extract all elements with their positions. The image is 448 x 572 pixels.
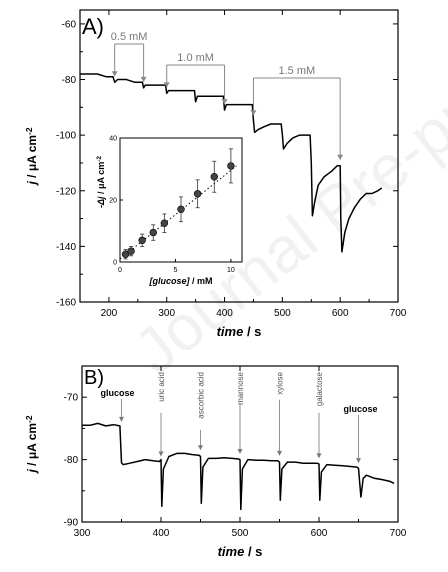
inset-data-point [227,162,235,170]
event-annotation: glucose [100,388,135,422]
event-annotation: mannose [236,371,245,454]
panel-label: A) [82,14,104,39]
inset-data-point [160,219,169,227]
y-tick-label: -120 [56,186,76,197]
inset-data-point [193,190,202,198]
inset-x-label: [glucose] / mM [148,276,212,286]
event-arrow-head [198,445,203,451]
event-arrow-head [119,416,124,422]
arrow-head [337,154,344,160]
addition-bracket: 0.5 mM [111,31,148,82]
arrow-head [163,82,170,88]
y-tick-label: -100 [56,131,76,142]
event-annotation: ascorbic acid [197,372,206,451]
inset-y-tick-label: 40 [109,136,117,143]
y-tick-label: -70 [64,393,79,404]
event-label: ascorbic acid [197,372,206,419]
x-tick-label: 600 [311,528,328,539]
event-annotation: uric acid [157,372,166,457]
inset-x-tick-label: 5 [174,267,178,274]
x-tick-label: 200 [101,308,118,319]
inset-data-point [121,250,130,258]
event-label: mannose [236,371,245,404]
addition-bracket: 1.5 mM [250,65,344,160]
y-tick-label: -160 [56,298,76,309]
inset-plot: 0 5 10 0 20 40 [glucose] / mM -Δj / μA cm-2 [96,136,243,286]
inset-x-tick-label: 0 [118,267,122,274]
y-axis-label: j / μA cm-2 [24,127,39,186]
x-tick-label: 600 [332,308,349,319]
x-tick-label: 300 [158,308,175,319]
event-label: glucose [343,404,377,414]
event-label: glucose [100,388,134,398]
arrow-head [250,110,257,116]
y-tick-label: -140 [56,242,76,253]
event-arrow-head [356,458,361,464]
panel-b: 300 400 500 600 700-70-80-90B)glucose uric ac… [64,365,407,539]
event-arrow-head [316,453,322,459]
event-annotation: galactose [315,371,324,459]
inset-data-point [210,173,218,181]
arrow-head [221,99,228,105]
inset-data-point [149,228,157,237]
x-axis-label: time / s [218,544,263,559]
x-tick-label: 400 [216,308,233,319]
x-tick-label: 500 [274,308,291,319]
addition-label: 1.5 mM [278,65,315,77]
inset-data-point [177,205,185,214]
y-tick-label: -60 [62,19,77,30]
arrow-head [140,76,147,82]
inset-y-tick-label: 20 [109,198,117,205]
x-tick-label: 300 [74,528,91,539]
inset-data-point [138,236,146,245]
panel-a: 200 300 400 500 600 700-60-80-100-120-140-160… [56,9,407,319]
y-tick-label: -80 [64,455,79,466]
x-axis-label: time / s [217,324,262,339]
y-tick-label: -90 [64,518,79,529]
x-tick-label: 400 [153,528,170,539]
addition-label: 1.0 mM [177,52,214,64]
inset-y-label: -Δj / μA cm-2 [96,156,106,208]
event-label: uric acid [157,372,166,402]
addition-bracket: 1.0 mM [163,52,228,105]
event-arrow-head [158,451,164,457]
y-tick-label: -80 [62,75,77,86]
event-arrow-head [237,448,243,454]
addition-label: 0.5 mM [111,31,148,43]
event-label: galactose [315,371,324,406]
series-line-0 [80,73,383,253]
plot-frame [79,9,399,303]
x-tick-label: 700 [390,528,407,539]
series-line-0 [82,422,395,511]
x-tick-label: 500 [232,528,249,539]
inset-data-point [127,247,135,255]
inset-fit-line [119,165,237,260]
panel-label: B) [84,367,104,389]
y-axis-label: j / μA cm-2 [24,415,39,474]
event-arrow-head [277,450,282,456]
inset-y-tick-label: 0 [113,260,117,267]
event-label: xylose [276,371,285,394]
event-annotation: glucose [343,404,378,464]
inset-x-tick-label: 10 [227,267,235,274]
arrow-head [111,71,118,77]
event-annotation: xylose [276,371,285,456]
x-tick-label: 700 [390,308,407,319]
